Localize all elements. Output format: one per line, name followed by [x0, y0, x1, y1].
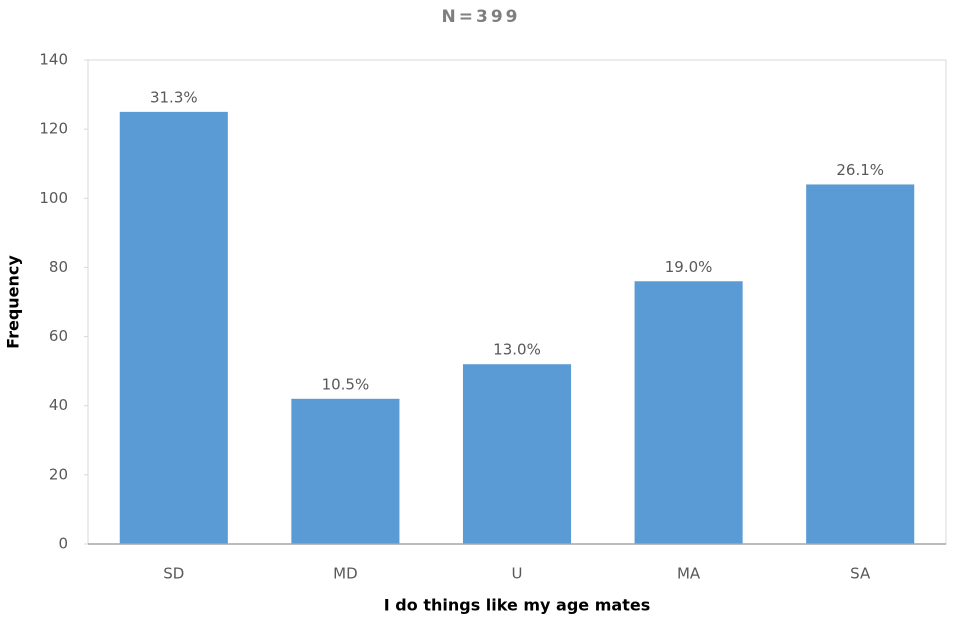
- y-tick-label: 120: [39, 120, 68, 138]
- bar: [806, 184, 915, 544]
- x-tick-label: U: [512, 565, 523, 583]
- data-label: 31.3%: [150, 88, 198, 106]
- data-label: 26.1%: [836, 161, 884, 179]
- y-axis-label: Frequency: [4, 255, 23, 349]
- y-tick-label: 80: [49, 258, 68, 276]
- x-tick-label: SA: [850, 565, 871, 583]
- x-tick-label: MA: [677, 565, 701, 583]
- bar: [634, 281, 743, 544]
- x-tick-label: SD: [163, 565, 184, 583]
- chart-title: N=399: [442, 7, 521, 27]
- data-label: 13.0%: [493, 341, 541, 359]
- y-tick-label: 20: [49, 465, 68, 483]
- y-tick-label: 140: [39, 51, 68, 69]
- data-label: 10.5%: [322, 375, 370, 393]
- bar: [119, 111, 228, 544]
- y-tick-label: 60: [49, 327, 68, 345]
- x-axis-label: I do things like my age mates: [384, 596, 650, 615]
- y-tick-label: 0: [58, 535, 68, 553]
- data-label: 19.0%: [665, 258, 713, 276]
- bar: [462, 364, 572, 544]
- bar: [291, 398, 400, 544]
- x-tick-label: MD: [333, 565, 358, 583]
- y-tick-label: 40: [49, 396, 68, 414]
- y-tick-label: 100: [39, 189, 68, 207]
